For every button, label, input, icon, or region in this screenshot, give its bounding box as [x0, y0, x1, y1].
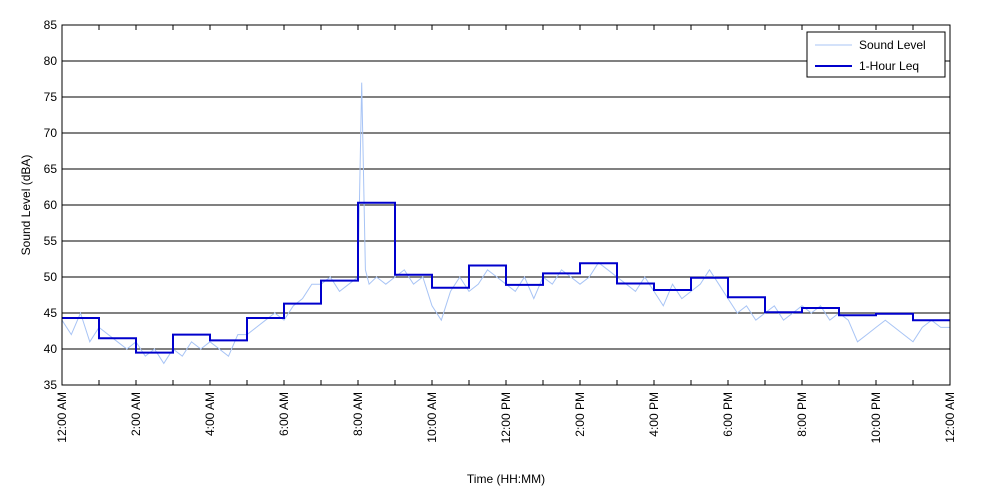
legend-label-sound-level: Sound Level — [859, 38, 926, 52]
legend-box — [806, 31, 946, 78]
x-axis-title: Time (HH:MM) — [467, 472, 545, 486]
y-tick-label: 35 — [44, 378, 58, 392]
x-tick-label: 2:00 AM — [129, 392, 143, 436]
y-axis-title: Sound Level (dBA) — [19, 155, 33, 256]
y-tick-label: 75 — [44, 90, 58, 104]
leq-step-line — [62, 201, 950, 354]
x-axis-ticks: 12:00 AM 2:00 AM 4:00 AM 6:00 AM 8:00 AM 10:0… — [55, 25, 957, 443]
x-tick-label: 10:00 PM — [869, 392, 883, 443]
x-tick-label: 10:00 AM — [425, 392, 439, 443]
y-tick-label: 85 — [44, 18, 58, 32]
y-axis-ticks: 35 40 45 50 55 60 65 70 75 80 85 — [44, 18, 950, 392]
sound-level-series — [61, 82, 950, 365]
y-tick-label: 65 — [44, 162, 58, 176]
y-tick-label: 60 — [44, 198, 58, 212]
x-tick-label: 4:00 AM — [203, 392, 217, 436]
x-tick-label: 12:00 AM — [943, 392, 957, 443]
x-tick-label: 12:00 PM — [499, 392, 513, 443]
x-tick-label: 8:00 PM — [795, 392, 809, 437]
y-tick-label: 50 — [44, 270, 58, 284]
legend: Sound Level 1-Hour Leq — [806, 31, 946, 78]
x-tick-label: 8:00 AM — [351, 392, 365, 436]
sound-level-line — [61, 82, 950, 365]
x-tick-label: 6:00 PM — [721, 392, 735, 437]
y-tick-label: 70 — [44, 126, 58, 140]
leq-series — [62, 201, 950, 354]
x-tick-label: 4:00 PM — [647, 392, 661, 437]
legend-label-leq: 1-Hour Leq — [859, 59, 919, 73]
x-tick-label: 12:00 AM — [55, 392, 69, 443]
y-tick-label: 45 — [44, 306, 58, 320]
x-tick-label: 2:00 PM — [573, 392, 587, 437]
x-tick-label: 6:00 AM — [277, 392, 291, 436]
y-tick-label: 80 — [44, 54, 58, 68]
y-tick-label: 55 — [44, 234, 58, 248]
y-tick-label: 40 — [44, 342, 58, 356]
